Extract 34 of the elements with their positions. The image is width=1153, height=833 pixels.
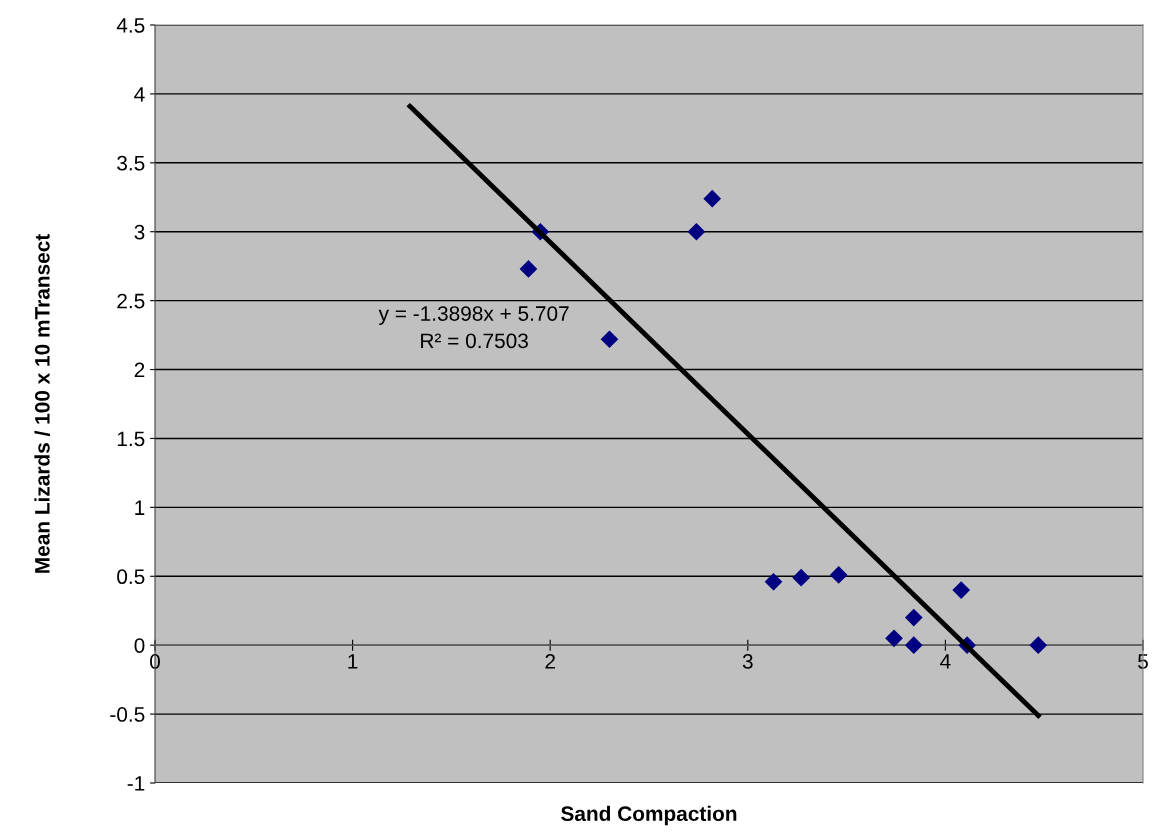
x-tick-label: 3 xyxy=(742,654,753,669)
y-tick-label: -0.5 xyxy=(110,707,145,722)
y-axis-title: Mean Lizards / 100 x 10 mTransect xyxy=(34,234,50,573)
point xyxy=(905,636,923,654)
point xyxy=(764,573,783,591)
x-axis-title: Sand Compaction xyxy=(561,805,737,826)
y-tick-label: 2 xyxy=(134,362,145,378)
y-tick-label: 1.5 xyxy=(117,431,145,447)
y-tick-label: -1 xyxy=(127,776,145,791)
y-tick-label: 0.5 xyxy=(117,569,145,585)
y-tick-label: 3 xyxy=(134,224,145,240)
point xyxy=(905,609,923,627)
point xyxy=(792,569,810,587)
annotation: y = -1.3898x + 5.707 xyxy=(378,306,569,326)
y-tick-label: 1 xyxy=(135,500,145,515)
y-tick-label: 4 xyxy=(134,87,145,102)
y-tick-label: 2.5 xyxy=(117,293,145,309)
x-tick-label: 1 xyxy=(348,654,358,669)
x-tick-label: 2 xyxy=(545,654,555,669)
point xyxy=(830,566,848,584)
point xyxy=(885,629,903,647)
point xyxy=(952,581,970,599)
point xyxy=(687,223,705,241)
y-tick-label: 0 xyxy=(134,638,145,653)
x-tick-label: 0 xyxy=(150,654,160,669)
x-tick-label: 5 xyxy=(1138,654,1148,669)
point xyxy=(519,260,538,278)
point xyxy=(1029,636,1047,654)
y-tick-label: 4.5 xyxy=(116,18,145,33)
annotation: R² = 0.7503 xyxy=(421,333,528,349)
point xyxy=(703,190,721,208)
x-tick-label: 4 xyxy=(940,654,951,669)
point xyxy=(600,330,619,348)
y-tick-label: 3.5 xyxy=(117,155,145,171)
